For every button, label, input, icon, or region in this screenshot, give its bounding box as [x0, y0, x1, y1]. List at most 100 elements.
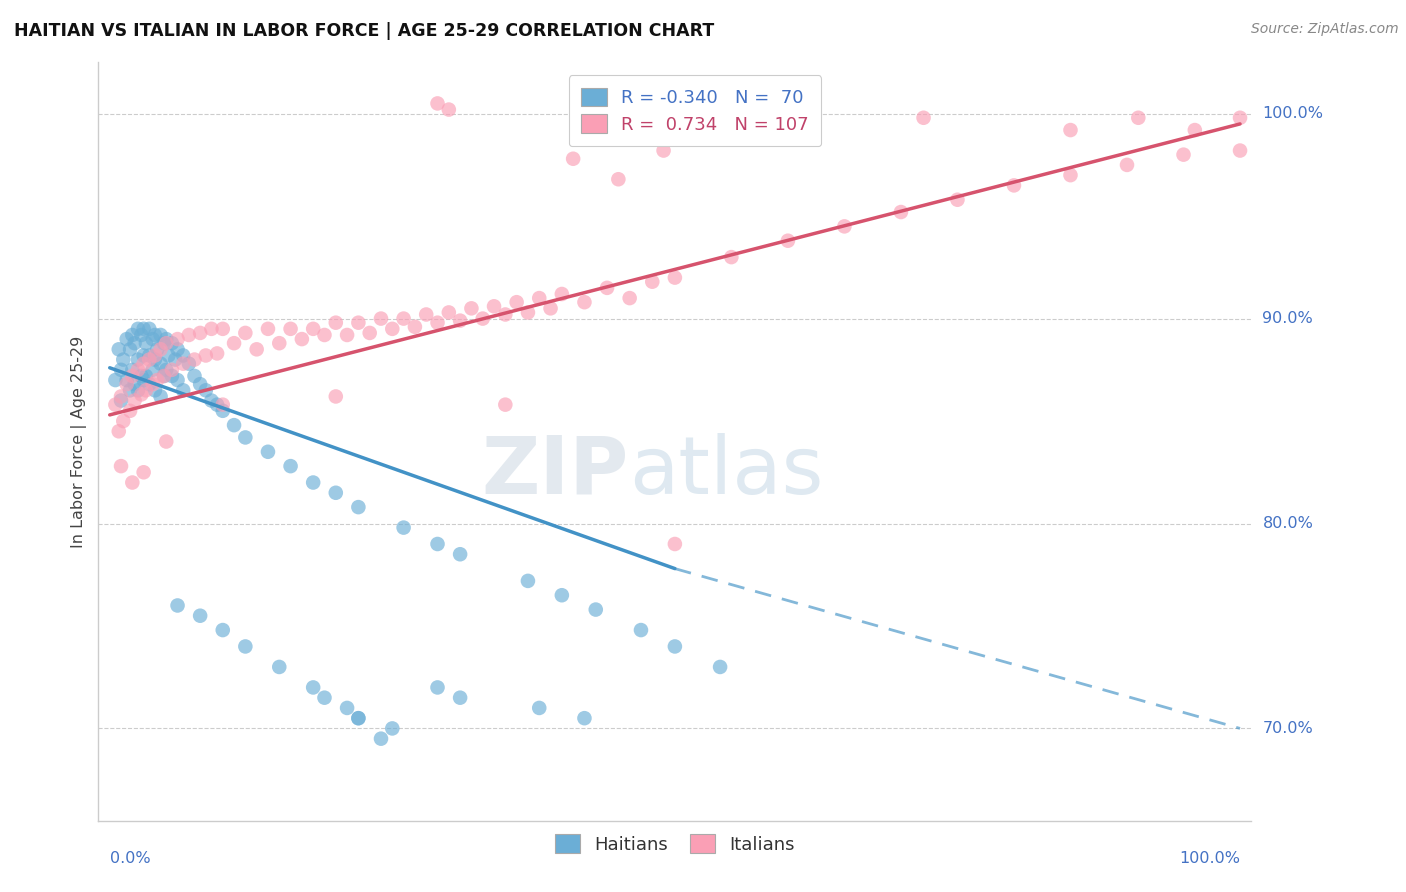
Point [314, 690, 336, 705]
Legend: Haitians, Italians: Haitians, Italians [547, 827, 803, 861]
Point [325, 485, 347, 500]
Point [183, 368, 205, 383]
Point [392, 311, 415, 326]
Point [426, 316, 449, 330]
Point [664, 270, 686, 285]
Point [359, 326, 381, 340]
Text: 70.0%: 70.0% [1263, 721, 1313, 736]
Point [135, 384, 157, 398]
Point [166, 373, 188, 387]
Point [131, 387, 153, 401]
Point [138, 349, 160, 363]
Point [257, 322, 280, 336]
Point [302, 322, 325, 336]
Point [280, 322, 302, 336]
Point [1229, 144, 1251, 158]
Point [336, 701, 359, 715]
Point [325, 389, 347, 403]
Point [155, 332, 177, 346]
Point [540, 301, 562, 316]
Point [596, 281, 619, 295]
Point [110, 459, 132, 474]
Point [160, 336, 183, 351]
Point [177, 357, 200, 371]
Point [1059, 168, 1081, 182]
Point [269, 336, 291, 351]
Point [211, 398, 233, 412]
Point [127, 352, 149, 367]
Point [235, 326, 257, 340]
Y-axis label: In Labor Force | Age 25-29: In Labor Force | Age 25-29 [72, 335, 87, 548]
Point [124, 377, 146, 392]
Point [149, 328, 172, 343]
Point [347, 711, 370, 725]
Point [107, 425, 129, 439]
Point [131, 368, 153, 383]
Point [494, 398, 516, 412]
Point [574, 295, 596, 310]
Point [194, 349, 217, 363]
Point [200, 393, 222, 408]
Point [120, 404, 142, 418]
Point [146, 373, 169, 387]
Point [131, 328, 153, 343]
Point [336, 328, 359, 343]
Point [619, 291, 641, 305]
Point [890, 205, 912, 219]
Point [142, 377, 165, 392]
Point [115, 373, 138, 387]
Point [121, 328, 143, 343]
Point [107, 343, 129, 357]
Point [211, 404, 233, 418]
Point [776, 234, 799, 248]
Point [138, 352, 160, 367]
Point [165, 352, 187, 367]
Point [585, 602, 607, 616]
Point [551, 287, 574, 301]
Point [157, 349, 180, 363]
Point [1184, 123, 1206, 137]
Point [149, 389, 172, 403]
Point [709, 660, 731, 674]
Point [347, 316, 370, 330]
Point [188, 608, 211, 623]
Point [1059, 123, 1081, 137]
Point [146, 343, 169, 357]
Point [124, 336, 146, 351]
Text: 100.0%: 100.0% [1263, 106, 1323, 121]
Point [112, 352, 135, 367]
Point [269, 660, 291, 674]
Point [370, 731, 392, 746]
Point [516, 305, 538, 319]
Point [246, 343, 269, 357]
Point [505, 295, 527, 310]
Point [143, 384, 166, 398]
Point [664, 537, 686, 551]
Point [166, 332, 188, 346]
Point [138, 377, 160, 392]
Point [121, 475, 143, 490]
Point [912, 111, 935, 125]
Point [110, 389, 132, 403]
Point [153, 368, 176, 383]
Text: HAITIAN VS ITALIAN IN LABOR FORCE | AGE 25-29 CORRELATION CHART: HAITIAN VS ITALIAN IN LABOR FORCE | AGE … [14, 22, 714, 40]
Point [607, 172, 630, 186]
Point [291, 332, 314, 346]
Point [120, 343, 142, 357]
Text: Source: ZipAtlas.com: Source: ZipAtlas.com [1251, 22, 1399, 37]
Point [132, 322, 155, 336]
Point [1116, 158, 1139, 172]
Point [1229, 111, 1251, 125]
Point [188, 377, 211, 392]
Point [1173, 147, 1195, 161]
Point [222, 336, 245, 351]
Point [370, 311, 392, 326]
Point [205, 398, 228, 412]
Point [115, 377, 138, 392]
Point [257, 444, 280, 458]
Point [449, 690, 471, 705]
Point [325, 316, 347, 330]
Point [121, 368, 143, 383]
Point [153, 368, 176, 383]
Point [166, 343, 188, 357]
